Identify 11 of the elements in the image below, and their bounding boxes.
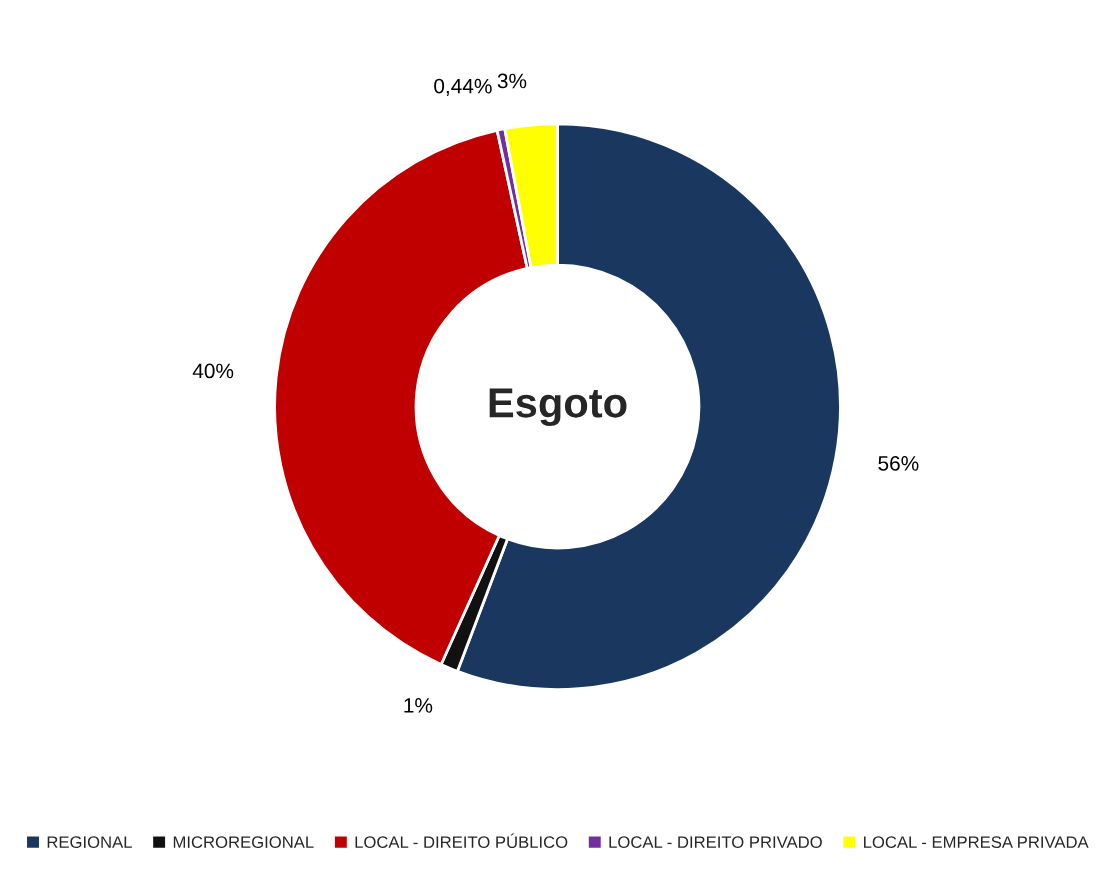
data-label: 40% xyxy=(192,363,234,379)
data-label: 56% xyxy=(878,455,919,471)
data-label: 3% xyxy=(497,73,527,89)
legend-label: MICROREGIONAL xyxy=(173,836,314,849)
data-label: 0,44% xyxy=(434,78,492,96)
legend-label: LOCAL - DIREITO PRIVADO xyxy=(609,836,822,849)
legend-label: LOCAL - DIREITO PÚBLICO xyxy=(355,833,568,849)
text: Esgoto xyxy=(489,388,627,427)
legend-label: REGIONAL xyxy=(47,836,132,849)
data-label: 1% xyxy=(404,698,433,713)
legend-label: LOCAL - EMPRESA PRIVADA xyxy=(864,836,1089,849)
